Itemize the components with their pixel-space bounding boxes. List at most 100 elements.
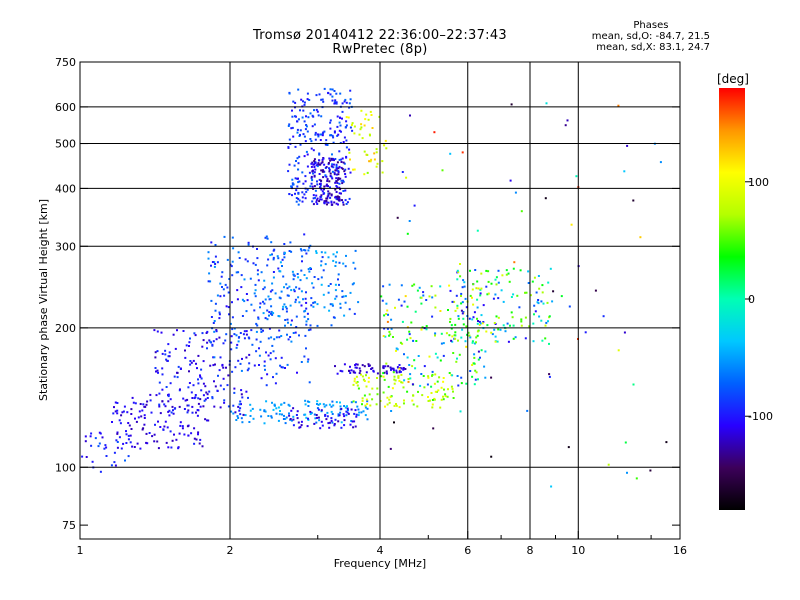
- scatter-point: [431, 296, 434, 299]
- scatter-point: [124, 459, 126, 462]
- scatter-point: [273, 338, 276, 341]
- scatter-point: [465, 345, 468, 348]
- scatter-point: [461, 286, 464, 289]
- scatter-point: [476, 322, 479, 325]
- scatter-point: [407, 378, 410, 380]
- scatter-point: [231, 260, 234, 263]
- scatter-point: [396, 348, 399, 351]
- scatter-point: [336, 161, 339, 164]
- scatter-point: [485, 330, 488, 333]
- scatter-point: [326, 203, 328, 206]
- scatter-point: [277, 406, 280, 409]
- scatter-point: [341, 117, 343, 120]
- scatter-point: [335, 180, 338, 183]
- scatter-point: [550, 485, 553, 488]
- scatter-point: [314, 131, 317, 134]
- scatter-point: [461, 301, 464, 304]
- scatter-point: [227, 291, 230, 294]
- scatter-point: [333, 130, 336, 133]
- scatter-point: [457, 339, 459, 342]
- scatter-point: [196, 414, 199, 417]
- scatter-point: [438, 376, 441, 379]
- scatter-point: [313, 158, 316, 161]
- scatter-point: [331, 177, 334, 180]
- scatter-point: [292, 332, 295, 334]
- scatter-point: [263, 286, 266, 289]
- scatter-point: [297, 88, 300, 91]
- scatter-point: [359, 128, 362, 131]
- scatter-point: [308, 401, 311, 403]
- scatter-point: [376, 377, 378, 379]
- scatter-point: [367, 118, 370, 121]
- scatter-point: [85, 456, 88, 458]
- scatter-point: [370, 368, 373, 370]
- scatter-point: [425, 325, 428, 328]
- scatter-point: [333, 424, 336, 427]
- scatter-point: [178, 432, 181, 435]
- scatter-point: [272, 408, 275, 411]
- scatter-point: [336, 125, 339, 128]
- scatter-point: [326, 415, 329, 418]
- scatter-point: [127, 438, 130, 441]
- scatter-point: [336, 182, 339, 184]
- scatter-point: [175, 438, 178, 441]
- scatter-point: [167, 400, 170, 403]
- scatter-point: [432, 427, 435, 430]
- scatter-point: [439, 285, 442, 288]
- scatter-point: [205, 332, 208, 334]
- scatter-point: [350, 408, 353, 411]
- scatter-point: [337, 420, 340, 423]
- scatter-point: [392, 336, 394, 338]
- scatter-point: [401, 171, 404, 173]
- scatter-point: [258, 347, 260, 350]
- scatter-point: [338, 182, 341, 185]
- scatter-point: [407, 380, 410, 383]
- scatter-point: [307, 249, 310, 252]
- scatter-point: [275, 407, 278, 410]
- scatter-point: [301, 116, 304, 119]
- scatter-point: [272, 350, 275, 353]
- y-tick-label: 500: [55, 138, 76, 151]
- scatter-point: [384, 405, 386, 408]
- scatter-point: [351, 129, 354, 132]
- scatter-point: [340, 179, 343, 182]
- scatter-point: [311, 161, 314, 164]
- scatter-point: [206, 419, 208, 422]
- scatter-point: [330, 201, 333, 204]
- scatter-point: [348, 148, 351, 151]
- scatter-point: [360, 411, 363, 414]
- scatter-point: [321, 190, 324, 193]
- scatter-point: [334, 100, 337, 103]
- scatter-point: [337, 133, 340, 136]
- scatter-point: [284, 418, 287, 420]
- scatter-point: [462, 317, 465, 320]
- scatter-point: [328, 167, 330, 170]
- scatter-point: [351, 283, 354, 286]
- scatter-point: [382, 375, 385, 378]
- scatter-point: [207, 280, 210, 283]
- scatter-point: [271, 253, 273, 256]
- scatter-point: [362, 410, 365, 413]
- scatter-point: [145, 441, 148, 444]
- scatter-point: [422, 294, 425, 297]
- scatter-point: [258, 364, 260, 366]
- scatter-point: [154, 356, 157, 359]
- scatter-point: [168, 409, 171, 412]
- scatter-point: [364, 414, 367, 417]
- scatter-point: [300, 361, 303, 363]
- scatter-point: [212, 322, 215, 324]
- scatter-point: [206, 341, 209, 344]
- scatter-point: [552, 290, 555, 293]
- scatter-point: [344, 295, 347, 298]
- scatter-point: [191, 397, 194, 399]
- scatter-point: [316, 197, 319, 200]
- scatter-point: [354, 409, 357, 412]
- y-tick-label: 100: [55, 461, 76, 474]
- scatter-point: [122, 410, 125, 413]
- scatter-point: [120, 414, 123, 417]
- scatter-point: [487, 270, 490, 273]
- scatter-point: [349, 423, 352, 426]
- scatter-point: [444, 393, 447, 396]
- scatter-point: [134, 402, 137, 405]
- scatter-point: [479, 288, 482, 291]
